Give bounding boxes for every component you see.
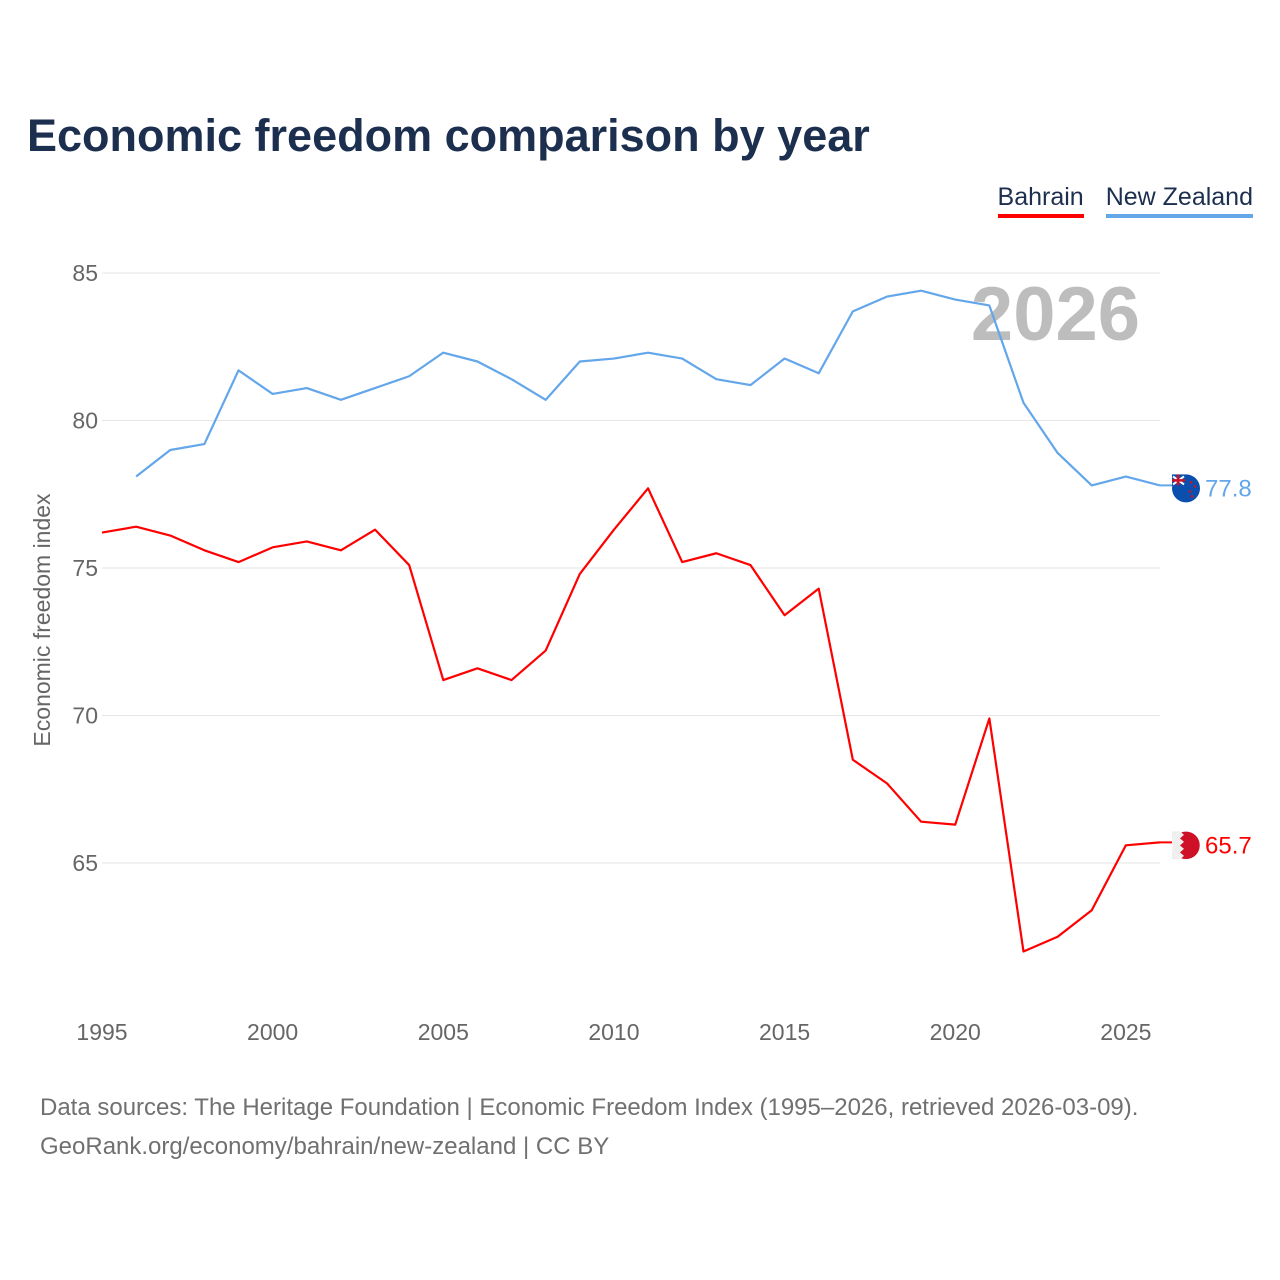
y-tick-label: 70: [72, 703, 98, 729]
bahrain-flag-icon: [1171, 831, 1201, 860]
source-link[interactable]: GeoRank.org/economy/bahrain/new-zealand …: [40, 1133, 610, 1160]
series-line-bahrain[interactable]: [101, 487, 1161, 953]
year-watermark: 2026: [971, 272, 1140, 357]
data-source-text: Data sources: The Heritage Foundation | …: [40, 1094, 1139, 1121]
x-tick-label: 2015: [759, 1019, 810, 1045]
new-zealand-flag-icon: [1172, 474, 1200, 503]
legend-item-new-zealand[interactable]: New Zealand: [1105, 183, 1253, 218]
x-tick-label: 1995: [76, 1019, 127, 1045]
footer: Data sources: The Heritage Foundation | …: [40, 1088, 1138, 1166]
y-axis-label: Economic freedom index: [29, 493, 55, 747]
end-value-label: 65.7: [1205, 832, 1252, 859]
legend: Bahrain New Zealand: [997, 183, 1253, 218]
y-tick-label: 75: [72, 555, 98, 581]
chart-title: Economic freedom comparison by year: [27, 110, 870, 161]
x-tick-label: 2005: [418, 1019, 469, 1045]
x-tick-label: 2010: [588, 1019, 639, 1045]
legend-item-bahrain[interactable]: Bahrain: [997, 183, 1084, 218]
y-tick-label: 85: [72, 260, 98, 286]
y-tick-label: 80: [72, 408, 98, 434]
y-tick-label: 65: [72, 850, 98, 876]
x-tick-label: 2020: [930, 1019, 981, 1045]
end-value-label: 77.8: [1205, 475, 1252, 502]
series-line-new-zealand[interactable]: [135, 289, 1161, 487]
x-tick-label: 2025: [1100, 1019, 1151, 1045]
x-tick-label: 2000: [247, 1019, 298, 1045]
